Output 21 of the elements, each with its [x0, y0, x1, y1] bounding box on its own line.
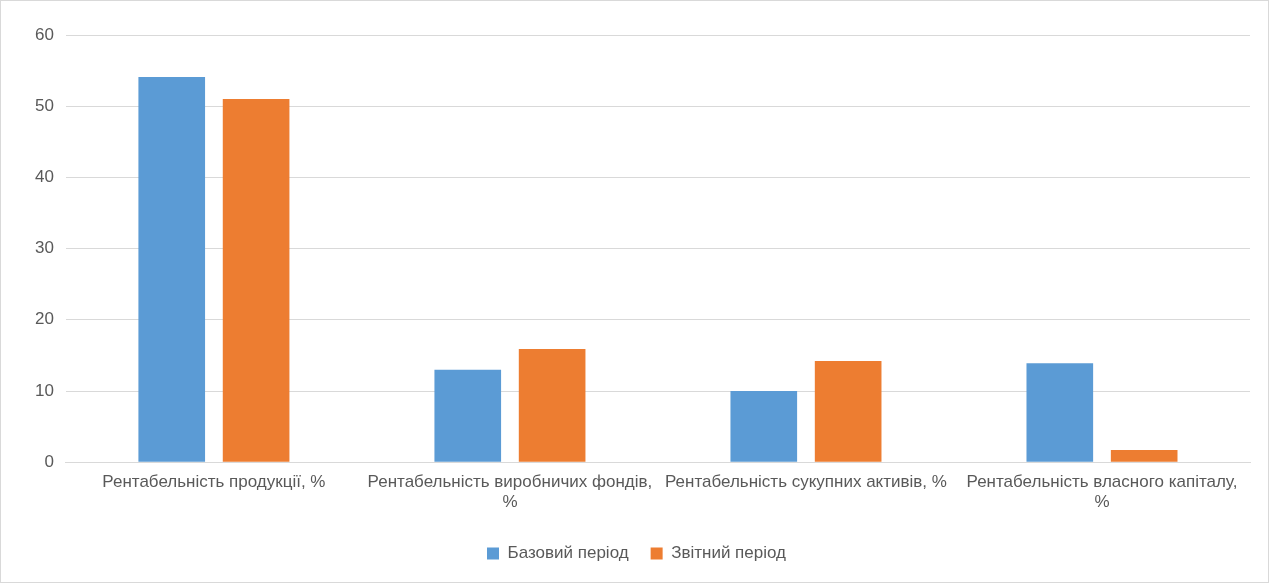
bar	[1110, 450, 1178, 462]
x-tick-label: Рентабельність сукупних активів, %	[665, 472, 947, 492]
bar	[222, 99, 290, 462]
bar	[518, 348, 586, 462]
y-tick-label: 20	[34, 309, 54, 329]
y-tick-label: 30	[34, 238, 54, 258]
y-tick-label: 50	[34, 95, 54, 115]
bar	[1026, 363, 1094, 462]
y-tick-label: 0	[44, 451, 54, 471]
x-tick-label: Рентабельність власного капіталу, %	[966, 472, 1238, 512]
y-tick-label: 40	[34, 167, 54, 187]
legend-label: Звітний період	[671, 543, 787, 563]
bar	[138, 77, 206, 462]
legend-label: Базовий період	[507, 543, 629, 563]
x-tick-label: Рентабельність продукції, %	[102, 472, 326, 492]
x-tick-label: Рентабельність виробничих фондів, %	[367, 472, 653, 512]
y-tick-label: 10	[34, 380, 54, 400]
bar	[814, 361, 882, 462]
bar	[434, 369, 502, 462]
bar	[730, 391, 798, 462]
y-tick-label: 60	[34, 24, 54, 44]
